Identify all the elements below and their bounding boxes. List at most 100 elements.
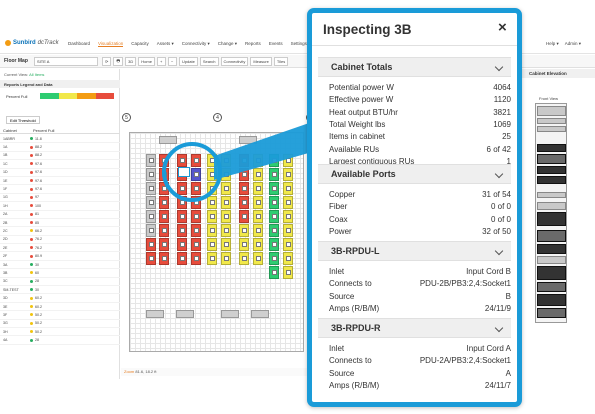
floor-cabinet[interactable] <box>283 168 293 181</box>
table-row[interactable]: 1B 88.2 <box>0 152 120 161</box>
floor-cabinet[interactable] <box>269 238 279 251</box>
floor-cabinet[interactable] <box>177 252 187 265</box>
reports-legend-header[interactable]: Reports Legend and Data <box>0 80 120 88</box>
toolbar-button[interactable]: Measure <box>250 57 272 66</box>
table-row[interactable]: 3A 30 <box>0 261 120 270</box>
floor-cabinet[interactable] <box>239 210 249 223</box>
location-select[interactable]: SITE A <box>34 57 98 66</box>
floor-cabinet[interactable] <box>253 224 263 237</box>
rack-device[interactable] <box>537 202 566 210</box>
toolbar-button[interactable]: + <box>156 57 166 66</box>
table-row[interactable]: 2D 76.2 <box>0 236 120 245</box>
floor-cabinet[interactable] <box>221 182 231 195</box>
floor-cabinet[interactable] <box>239 238 249 251</box>
toolbar-button[interactable]: Tiles <box>273 57 289 66</box>
floor-cabinet[interactable] <box>269 182 279 195</box>
rack-device[interactable] <box>537 256 566 264</box>
rack-device[interactable] <box>537 282 566 292</box>
floor-cabinet[interactable] <box>146 224 156 237</box>
rack-device[interactable] <box>537 106 566 116</box>
table-row[interactable]: 3F 50.2 <box>0 311 120 320</box>
floor-cabinet[interactable] <box>146 196 156 209</box>
floor-cabinet[interactable] <box>269 266 279 279</box>
toolbar-button[interactable]: 🖶 <box>113 57 124 66</box>
section-header[interactable]: Cabinet Totals <box>318 57 511 77</box>
floor-cabinet[interactable] <box>191 210 201 223</box>
floor-cabinet[interactable] <box>283 182 293 195</box>
table-row[interactable]: 2A 81 <box>0 211 120 219</box>
rack-device[interactable] <box>537 154 566 164</box>
floor-cabinet[interactable] <box>159 196 169 209</box>
floor-cabinet[interactable] <box>253 238 263 251</box>
toolbar-button[interactable]: 3D <box>125 57 137 66</box>
floor-cabinet[interactable] <box>146 182 156 195</box>
floor-cabinet[interactable] <box>253 182 263 195</box>
section-header[interactable]: 3B-RPDU-R <box>318 318 511 338</box>
selected-cabinet-highlight[interactable] <box>178 167 190 177</box>
rack-device[interactable] <box>537 212 566 226</box>
floor-cabinet[interactable] <box>177 224 187 237</box>
table-row[interactable]: 1E 97.6 <box>0 177 120 186</box>
floor-cabinet[interactable] <box>146 252 156 265</box>
floor-cabinet[interactable] <box>207 224 217 237</box>
floor-cabinet[interactable] <box>146 210 156 223</box>
rack-device[interactable] <box>537 266 566 280</box>
rack-device[interactable] <box>537 308 566 318</box>
table-row[interactable]: 1F 97.6 <box>0 185 120 194</box>
floor-cabinet[interactable] <box>159 210 169 223</box>
table-row[interactable]: 2F 80.9 <box>0 252 120 261</box>
floor-cabinet[interactable] <box>283 196 293 209</box>
close-icon[interactable]: × <box>498 19 507 36</box>
floor-cabinet[interactable] <box>269 196 279 209</box>
brand-logo[interactable]: Sunbird dcTrack <box>5 40 59 46</box>
section-header[interactable]: Available Ports <box>318 164 511 184</box>
toolbar-button[interactable]: ⟳ <box>102 57 112 66</box>
toolbar-button[interactable]: Update <box>178 57 198 66</box>
table-row[interactable]: 1C 97.6 <box>0 160 120 169</box>
floor-cabinet[interactable] <box>283 238 293 251</box>
floor-cabinet[interactable] <box>159 252 169 265</box>
nav-item[interactable]: Assets ▾ <box>156 41 174 46</box>
floor-cabinet[interactable] <box>283 266 293 279</box>
floor-cabinet[interactable] <box>207 210 217 223</box>
floor-cabinet[interactable] <box>253 196 263 209</box>
table-row[interactable]: 2C 66.2 <box>0 227 120 236</box>
table-row[interactable]: 3D 60.2 <box>0 294 120 303</box>
toolbar-button[interactable]: Home <box>138 57 155 66</box>
floor-map-canvas[interactable] <box>121 110 310 368</box>
floor-cabinet[interactable] <box>221 224 231 237</box>
floor-cabinet[interactable] <box>269 224 279 237</box>
rack-device[interactable] <box>537 192 566 198</box>
floor-cabinet[interactable] <box>283 210 293 223</box>
floor-cabinet[interactable] <box>283 252 293 265</box>
toolbar-button[interactable]: − <box>167 57 177 66</box>
table-row[interactable]: 3C 28 <box>0 278 120 287</box>
table-row[interactable]: 2B 85 <box>0 219 120 228</box>
floor-cabinet[interactable] <box>221 196 231 209</box>
floor-cabinet[interactable] <box>146 238 156 251</box>
nav-item[interactable]: Change ▾ <box>217 41 238 46</box>
table-row[interactable]: 1A 88.2 <box>0 143 120 152</box>
floor-cabinet[interactable] <box>207 252 217 265</box>
rack-device[interactable] <box>537 244 566 254</box>
table-row[interactable]: 3G 50.2 <box>0 320 120 328</box>
floor-cabinet[interactable] <box>221 238 231 251</box>
floor-cabinet[interactable] <box>239 182 249 195</box>
nav-item[interactable]: Dashboard <box>68 41 91 46</box>
floor-cabinet[interactable] <box>146 168 156 181</box>
rack-device[interactable] <box>537 118 566 124</box>
rack-device[interactable] <box>537 166 566 174</box>
floor-cabinet[interactable] <box>191 252 201 265</box>
nav-item[interactable]: Events <box>268 41 283 46</box>
nav-item[interactable]: Connectivity ▾ <box>181 41 210 46</box>
table-row[interactable]: 3H 50.2 <box>0 328 120 337</box>
floor-cabinet[interactable] <box>269 168 279 181</box>
floor-cabinet[interactable] <box>159 238 169 251</box>
table-row[interactable]: 3B 60 <box>0 269 120 278</box>
toolbar-button[interactable]: Connectivity <box>220 57 249 66</box>
floor-cabinet[interactable] <box>239 196 249 209</box>
floor-cabinet[interactable] <box>159 224 169 237</box>
table-row[interactable]: 1ABRR 11.8 <box>0 135 120 144</box>
nav-item[interactable]: Settings ▾ <box>290 41 311 46</box>
col-cabinet[interactable]: Cabinet <box>3 128 17 133</box>
